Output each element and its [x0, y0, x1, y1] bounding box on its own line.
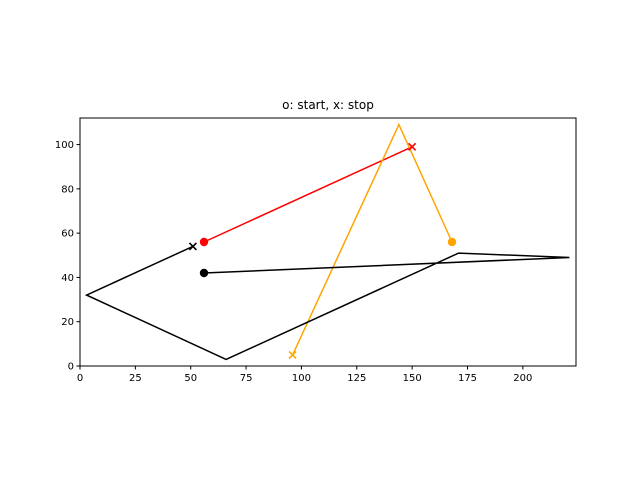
series-line-3: [84, 245, 570, 361]
y-tick-label: 80: [61, 184, 74, 195]
x-tick-label: 150: [403, 373, 422, 384]
series-line-1: [203, 146, 413, 243]
y-tick-label: 100: [55, 140, 74, 151]
start-marker-3: [199, 268, 209, 278]
x-tick-label: 175: [458, 373, 477, 384]
stop-marker-2: [288, 350, 297, 359]
start-marker-2: [447, 237, 457, 247]
x-tick-label: 50: [184, 373, 197, 384]
x-tick-label: 75: [240, 373, 253, 384]
stop-marker-3: [188, 242, 197, 251]
axes-frame: [79, 117, 577, 367]
chart-title: o: start, x: stop: [282, 98, 374, 112]
x-tick-label: 25: [129, 373, 142, 384]
plot-area: 0 25 50 75 100 125 150 175 200 0 20 40 60 80 100: [55, 117, 577, 384]
series-line-2: [291, 122, 453, 356]
y-tick-label: 40: [61, 273, 74, 284]
x-tick-label: 0: [77, 373, 83, 384]
x-tick-label: 125: [347, 373, 366, 384]
y-tick-label: 20: [61, 317, 74, 328]
x-tick-label: 100: [292, 373, 311, 384]
x-tick-label: 200: [513, 373, 532, 384]
stop-marker-1: [408, 142, 417, 151]
y-tick-label: 0: [68, 362, 74, 373]
y-tick-label: 60: [61, 229, 74, 240]
start-marker-1: [199, 237, 209, 247]
